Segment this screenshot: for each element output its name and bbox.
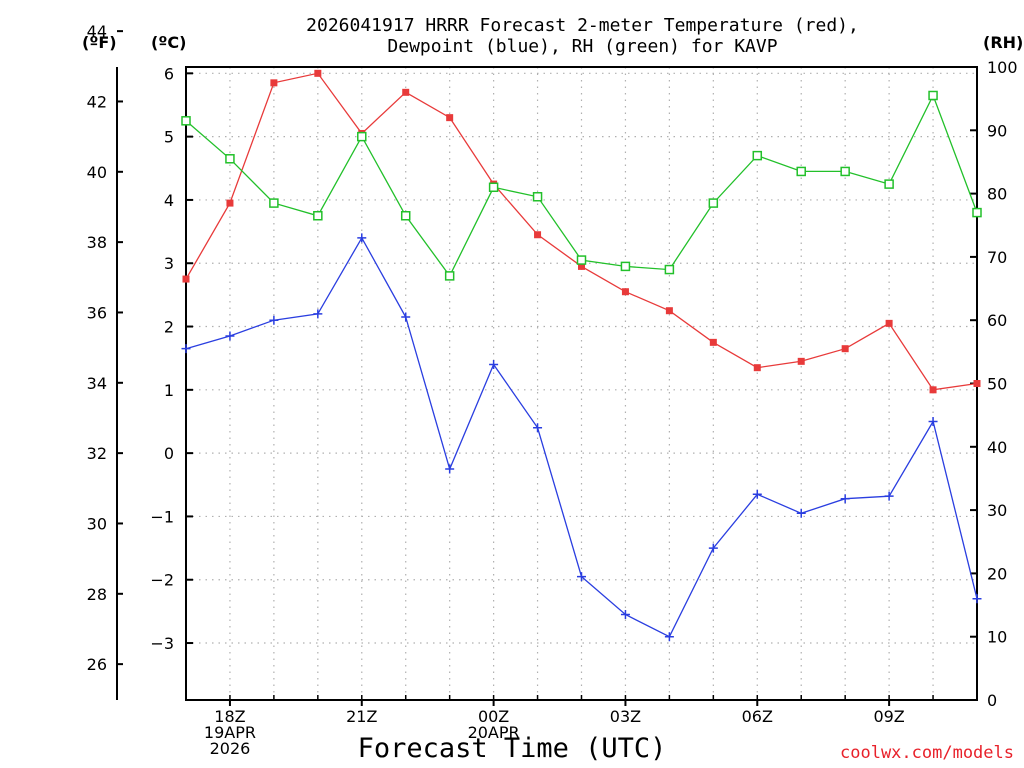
dewpoint-point [401,313,410,322]
temperature-point [930,386,937,393]
rh-point [885,180,893,188]
temperature-point [886,320,893,327]
dewpoint-point [885,492,894,501]
rh-point [797,167,805,175]
temperature-point [754,364,761,371]
rh-point [709,199,717,207]
rh-tick-label: 100 [987,58,1018,77]
fahrenheit-tick-label: 34 [87,374,107,393]
series-line-rh [186,96,977,276]
credit-link[interactable]: coolwx.com/models [840,743,1014,763]
x-tick-label: 09Z [873,707,904,726]
celsius-tick-label: 2 [164,318,174,337]
dewpoint-point [357,233,366,242]
fahrenheit-tick-label: 36 [87,303,107,322]
rh-point [490,183,498,191]
fahrenheit-tick-label: 38 [87,233,107,252]
celsius-tick-label: −2 [150,571,174,590]
rh-tick-label: 10 [987,628,1007,647]
dewpoint-point [929,417,938,426]
rh-point [753,152,761,160]
rh-point [621,262,629,270]
rh-point [665,266,673,274]
fahrenheit-tick-label: 26 [87,655,107,674]
temperature-point [183,276,190,283]
dewpoint-point [489,360,498,369]
rh-point [973,209,981,217]
rh-point [841,167,849,175]
rh-point [226,155,234,163]
rh-point [446,272,454,280]
x-tick-label: 06Z [742,707,773,726]
x-tick-label: 21Z [346,707,377,726]
celsius-tick-label: 3 [164,254,174,273]
rh-tick-label: 90 [987,121,1007,140]
dewpoint-point [533,423,542,432]
rh-tick-label: 40 [987,438,1007,457]
fahrenheit-tick-label: 44 [87,22,107,41]
celsius-tick-label: 0 [164,444,174,463]
temperature-point [314,70,321,77]
dewpoint-point [269,316,278,325]
temperature-point [974,380,981,387]
fahrenheit-tick-label: 28 [87,585,107,604]
temperature-point [798,358,805,365]
dewpoint-point [841,494,850,503]
fahrenheit-tick-label: 40 [87,163,107,182]
fahrenheit-tick-label: 42 [87,92,107,111]
rh-tick-label: 0 [987,691,997,710]
series-line-temperature [186,73,977,390]
celsius-tick-label: 5 [164,128,174,147]
chart-root: 2026041917 HRRR Forecast 2-meter Tempera… [0,0,1024,768]
temperature-point [402,89,409,96]
celsius-tick-label: 4 [164,191,174,210]
temperature-point [842,345,849,352]
temperature-point [666,307,673,314]
rh-tick-label: 70 [987,248,1007,267]
rh-tick-label: 50 [987,375,1007,394]
x-tick-label: 03Z [610,707,641,726]
rh-point [578,256,586,264]
rh-tick-label: 80 [987,185,1007,204]
celsius-tick-label: −3 [150,634,174,653]
rh-point [270,199,278,207]
rh-tick-label: 20 [987,564,1007,583]
rh-point [534,193,542,201]
fahrenheit-tick-label: 30 [87,514,107,533]
temperature-point [710,339,717,346]
rh-point [182,117,190,125]
celsius-tick-label: 1 [164,381,174,400]
plot-frame [186,67,977,700]
dewpoint-point [313,309,322,318]
celsius-tick-label: 6 [164,64,174,83]
rh-point [929,91,937,99]
temperature-point [622,288,629,295]
rh-point [402,212,410,220]
dewpoint-point [182,344,191,353]
rh-tick-label: 30 [987,501,1007,520]
dewpoint-point [973,594,982,603]
dewpoint-point [665,632,674,641]
temperature-point [534,231,541,238]
fahrenheit-tick-label: 32 [87,444,107,463]
rh-point [358,133,366,141]
temperature-point [226,200,233,207]
temperature-point [446,114,453,121]
dewpoint-point [445,464,454,473]
temperature-point [270,79,277,86]
forecast-chart: 26283032343638404244−3−2−101234560102030… [0,0,1024,768]
rh-point [314,212,322,220]
celsius-tick-label: −1 [150,507,174,526]
dewpoint-point [225,332,234,341]
rh-tick-label: 60 [987,311,1007,330]
